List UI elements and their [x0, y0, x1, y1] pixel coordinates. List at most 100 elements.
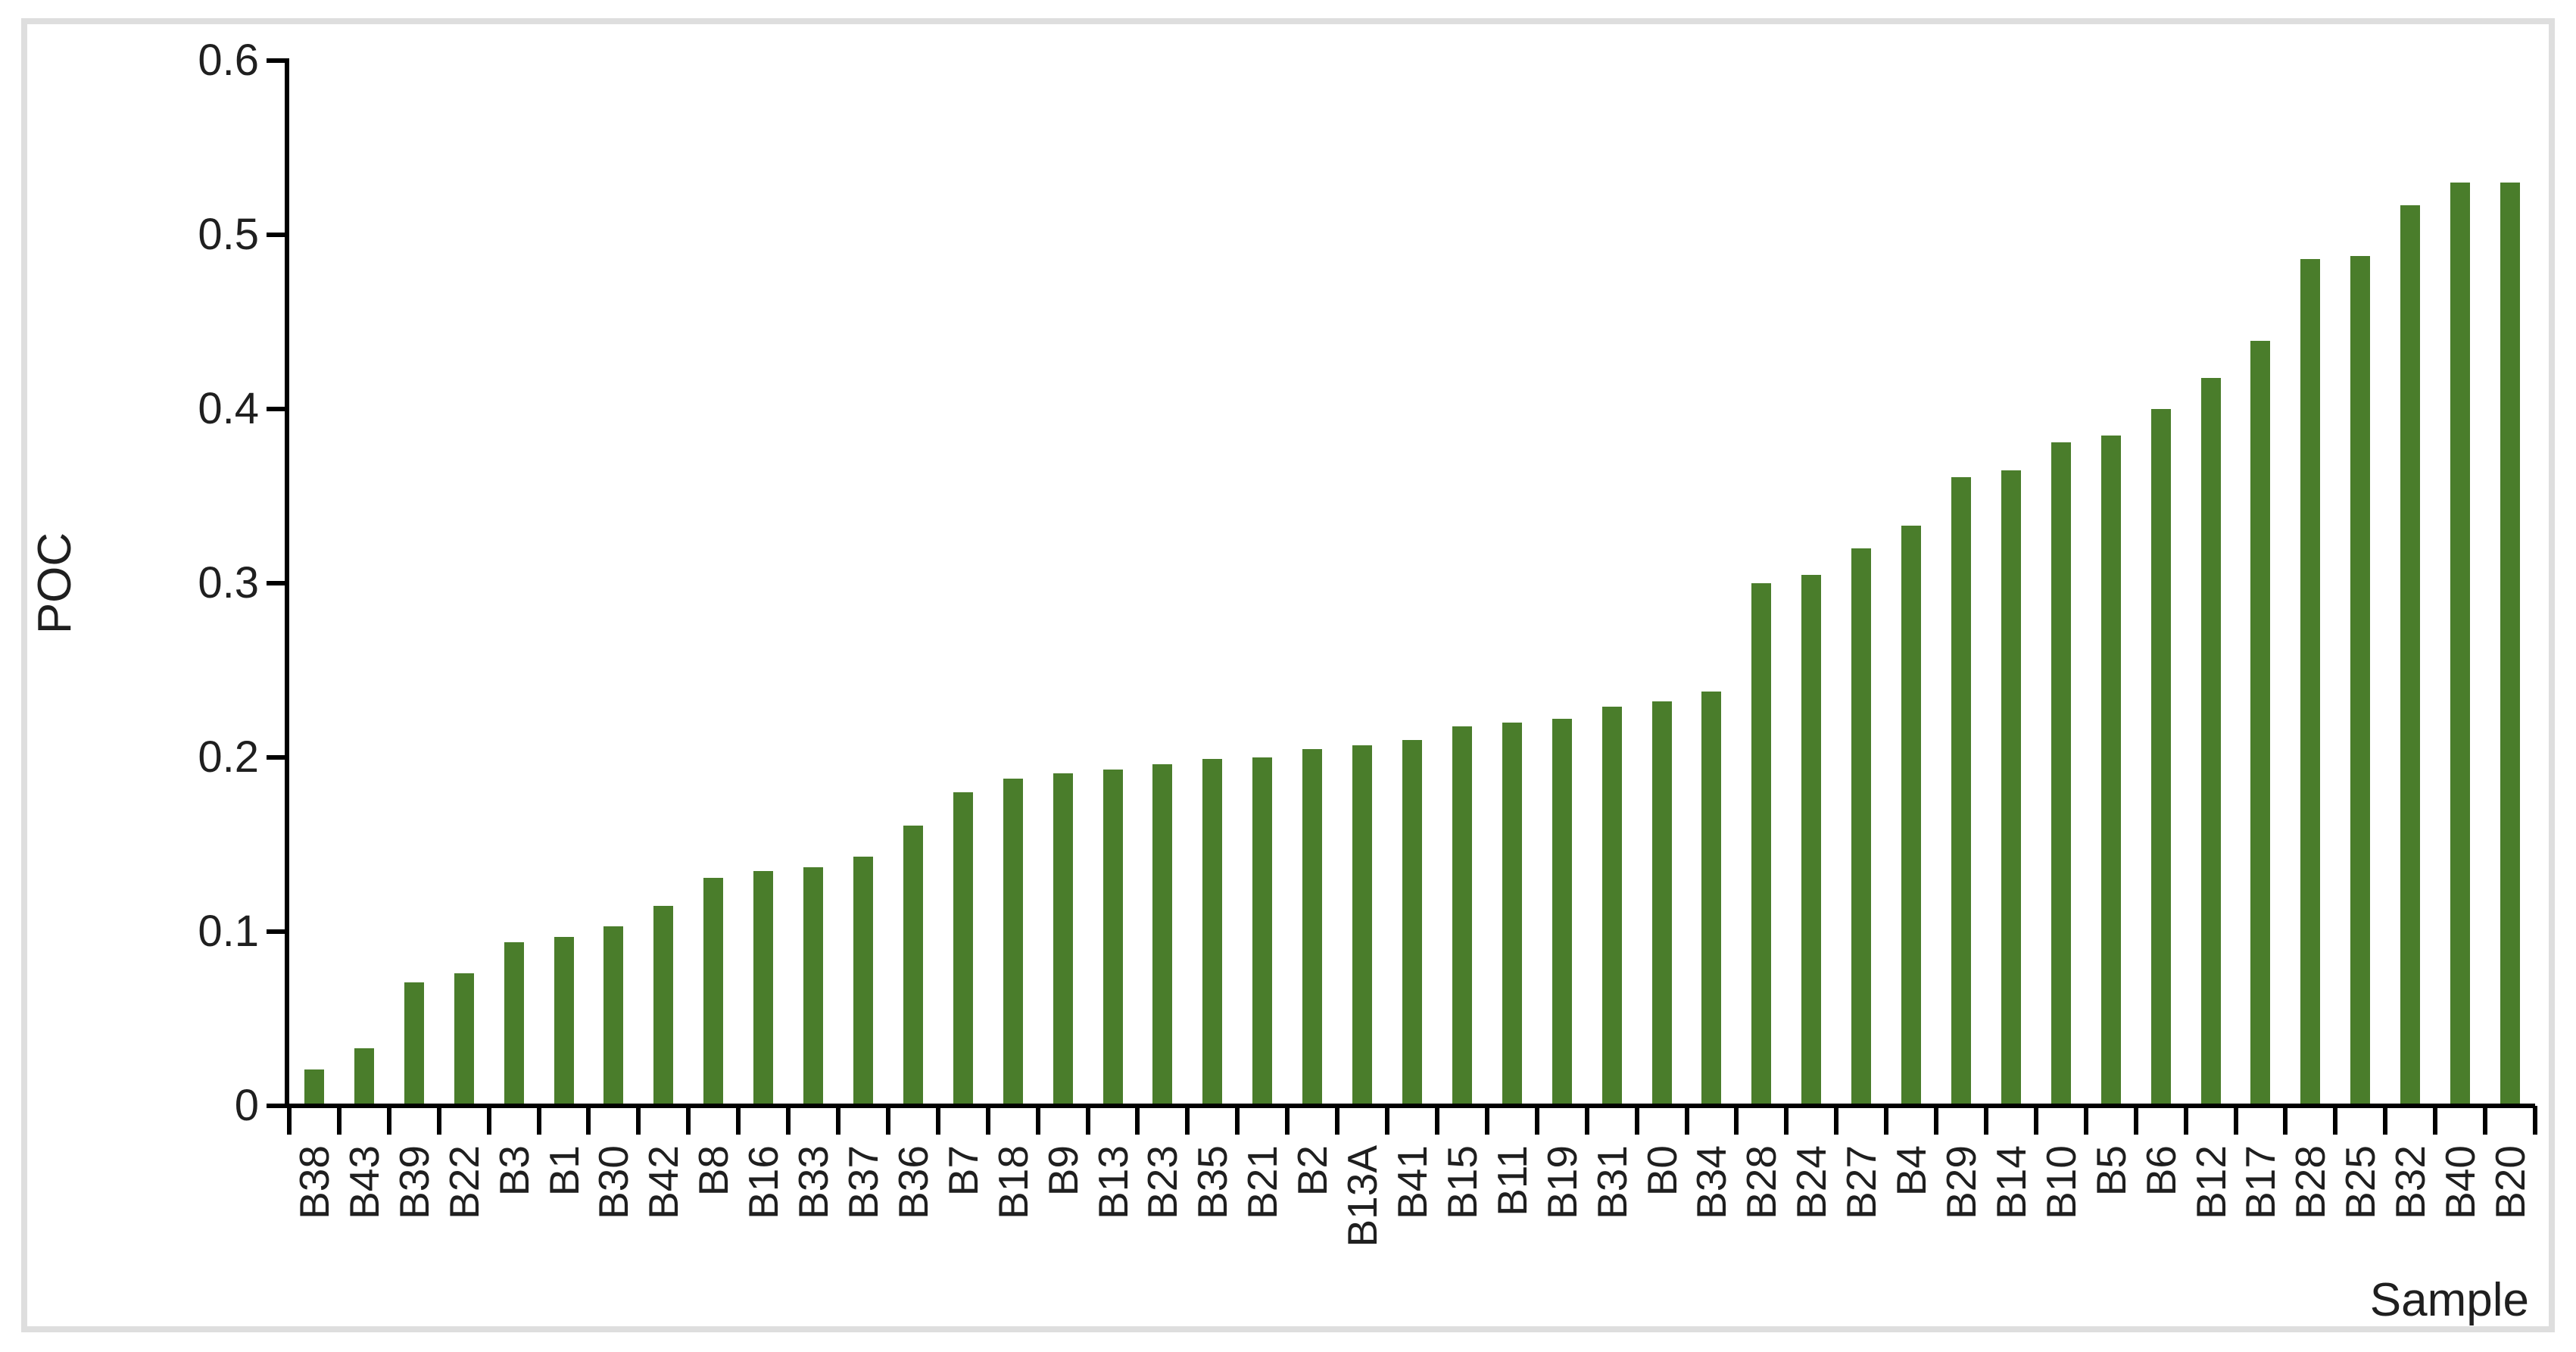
x-axis-tick [1934, 1106, 1939, 1135]
y-tick-label: 0.5 [198, 210, 259, 259]
x-axis-title: Sample [2369, 1274, 2529, 1326]
x-axis-tick [436, 1106, 441, 1135]
x-axis-tick [1983, 1106, 1988, 1135]
chart-frame-border [21, 18, 2555, 1332]
x-tick-label: B8 [690, 1145, 738, 1197]
y-axis-title: POC [29, 532, 81, 635]
x-axis-tick [1385, 1106, 1390, 1135]
x-axis-line [273, 1104, 2535, 1108]
x-tick-label: B14 [1987, 1145, 2035, 1219]
x-tick-label: B34 [1688, 1145, 1736, 1219]
bar [1751, 583, 1772, 1106]
y-tick-label: 0.3 [198, 558, 259, 607]
x-axis-tick [1135, 1106, 1140, 1135]
x-axis-tick [1534, 1106, 1539, 1135]
bar [803, 866, 824, 1106]
x-axis-tick [1684, 1106, 1689, 1135]
bar [2350, 255, 2371, 1106]
x-tick-label: B33 [790, 1145, 837, 1219]
x-tick-label: B18 [989, 1145, 1037, 1219]
x-tick-label: B28 [1738, 1145, 1785, 1219]
x-tick-label: B6 [2137, 1145, 2185, 1197]
x-tick-label: B41 [1389, 1145, 1436, 1219]
x-axis-tick [836, 1106, 841, 1135]
x-axis-tick [1634, 1106, 1639, 1135]
x-tick-label: B19 [1538, 1145, 1586, 1219]
x-axis-tick [786, 1106, 791, 1135]
x-tick-label: B7 [939, 1145, 987, 1197]
bar [554, 936, 574, 1106]
bar [953, 792, 973, 1106]
x-axis-tick [1584, 1106, 1589, 1135]
x-tick-label: B4 [1888, 1145, 1935, 1197]
x-axis-tick [985, 1106, 990, 1135]
y-axis-tick [267, 407, 285, 411]
bar [2400, 205, 2421, 1106]
x-axis-tick [1434, 1106, 1439, 1135]
x-tick-label: B1 [540, 1145, 588, 1197]
x-axis-tick [885, 1106, 890, 1135]
x-axis-tick [1834, 1106, 1839, 1135]
x-tick-label: B24 [1788, 1145, 1835, 1219]
x-tick-label: B25 [2337, 1145, 2384, 1219]
x-tick-label: B38 [290, 1145, 338, 1219]
bar [703, 877, 724, 1106]
y-tick-label: 0.4 [198, 384, 259, 433]
x-tick-label: B12 [2187, 1145, 2235, 1219]
x-axis-tick [2333, 1106, 2338, 1135]
y-tick-label: 0.2 [198, 732, 259, 782]
x-axis-tick [1335, 1106, 1340, 1135]
x-axis-tick [935, 1106, 940, 1135]
x-axis-tick [636, 1106, 641, 1135]
bar [1851, 548, 1872, 1106]
x-axis-tick [1884, 1106, 1889, 1135]
x-axis-tick [586, 1106, 591, 1135]
bar [304, 1069, 324, 1106]
x-tick-label: B17 [2237, 1145, 2284, 1219]
bar [1402, 740, 1422, 1106]
bar [1452, 726, 1472, 1106]
bar [1252, 757, 1273, 1106]
y-axis-tick [267, 1104, 285, 1108]
bar [1152, 764, 1173, 1106]
x-tick-label: B3 [490, 1145, 538, 1197]
bar [1003, 778, 1023, 1106]
x-axis-tick [1285, 1106, 1290, 1135]
bar [2001, 470, 2021, 1106]
bar [753, 870, 774, 1106]
x-axis-tick [2033, 1106, 2038, 1135]
bar [2150, 409, 2171, 1106]
x-axis-tick [536, 1106, 541, 1135]
bar [2200, 377, 2221, 1106]
y-tick-label: 0.6 [198, 36, 259, 85]
x-axis-tick [2383, 1106, 2388, 1135]
x-axis-tick [2483, 1106, 2488, 1135]
x-axis-tick [336, 1106, 341, 1135]
bar [1302, 748, 1323, 1106]
x-tick-label: B35 [1189, 1145, 1237, 1219]
x-axis-tick [686, 1106, 691, 1135]
bar [2100, 435, 2121, 1106]
bar [1901, 526, 1922, 1106]
bar [1651, 701, 1672, 1106]
x-tick-label: B10 [2037, 1145, 2085, 1219]
x-tick-label: B36 [889, 1145, 937, 1219]
bar [1102, 770, 1123, 1106]
x-tick-label: B30 [590, 1145, 638, 1219]
y-tick-label: 0 [234, 1081, 259, 1130]
x-axis-tick [1734, 1106, 1739, 1135]
x-tick-label: B40 [2437, 1145, 2484, 1219]
x-tick-label: B5 [2087, 1145, 2135, 1197]
x-tick-label: B9 [1039, 1145, 1087, 1197]
x-axis-tick [287, 1106, 292, 1135]
bar [1053, 773, 1073, 1106]
bar [2051, 442, 2071, 1106]
x-axis-tick [1235, 1106, 1240, 1135]
bar [1801, 574, 1822, 1106]
x-axis-tick [2433, 1106, 2438, 1135]
y-axis-tick [267, 58, 285, 63]
x-tick-label: B31 [1588, 1145, 1636, 1219]
x-axis-tick [1185, 1106, 1190, 1135]
bar [2500, 183, 2521, 1106]
x-axis-tick [486, 1106, 491, 1135]
